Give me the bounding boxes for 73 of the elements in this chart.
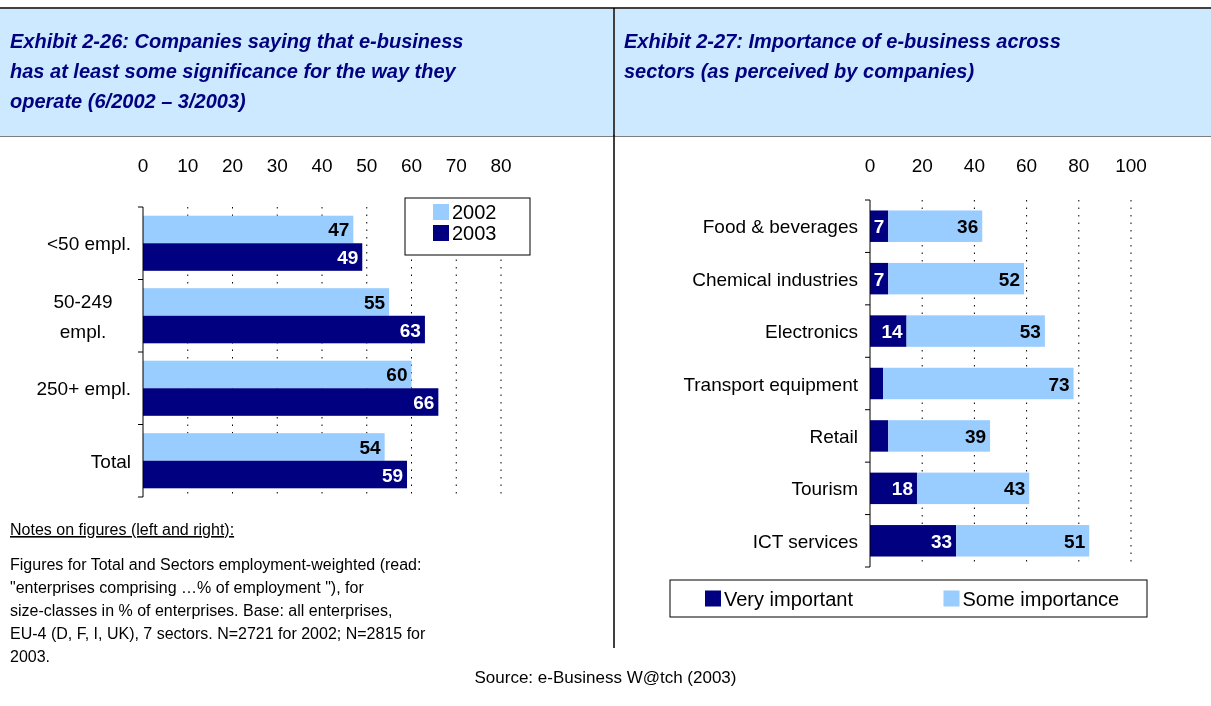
data-label: 73 xyxy=(1048,373,1070,395)
data-label: 66 xyxy=(413,392,435,414)
legend-label: 2003 xyxy=(452,222,497,244)
bar xyxy=(888,262,1024,295)
bar xyxy=(143,433,385,461)
x-tick-label: 100 xyxy=(1115,155,1147,176)
data-label: 55 xyxy=(363,291,386,313)
data-label: 33 xyxy=(930,530,953,552)
data-label: 59 xyxy=(381,464,404,486)
bar xyxy=(143,388,439,416)
x-tick-label: 20 xyxy=(911,155,933,176)
y-tick-label: ICT services xyxy=(752,530,858,552)
data-label: 7 xyxy=(873,268,885,290)
data-label: 14 xyxy=(881,321,903,343)
bar xyxy=(916,472,1030,505)
x-tick-label: 10 xyxy=(177,155,199,176)
data-label: 54 xyxy=(359,436,382,458)
legend-label: Some importance xyxy=(962,587,1120,610)
chart-title: Exhibit 2-26: Companies saying that e-business has at least some significance for the way they operate (6/2002 – 3/2003) xyxy=(10,30,464,112)
data-label: 7 xyxy=(873,216,885,238)
data-label: 47 xyxy=(328,219,350,241)
x-tick-label: 60 xyxy=(1016,155,1038,176)
x-tick-label: 30 xyxy=(266,155,288,176)
bar xyxy=(143,243,363,271)
bar xyxy=(888,420,991,452)
bar xyxy=(143,215,354,244)
bar xyxy=(888,210,983,242)
bar xyxy=(870,525,957,557)
bar xyxy=(870,420,889,452)
data-label: 53 xyxy=(1019,321,1041,343)
y-tick-label: Tourism xyxy=(791,478,858,500)
data-label: 39 xyxy=(964,425,987,447)
x-tick-label: 0 xyxy=(137,155,149,176)
data-label: 49 xyxy=(337,247,359,269)
x-tick-label: 20 xyxy=(221,155,244,176)
x-tick-label: 40 xyxy=(311,155,333,176)
y-tick-label: <50 empl. xyxy=(47,233,131,255)
bar xyxy=(956,525,1090,557)
data-label: 60 xyxy=(386,364,408,386)
x-tick-label: 60 xyxy=(400,155,423,176)
x-tick-label: 50 xyxy=(356,155,378,176)
bar xyxy=(143,315,425,344)
data-label: 52 xyxy=(998,268,1020,290)
text: Figures for Total and Sectors employment-weighted (read: "enterprises comprising …% of employment "), for size-classes in % of enterprises. Base: all enterprises, EU-4 (D, F, I, UK), 7 sectors. N=2721 for 2002; N=2815 for 2003. xyxy=(10,556,426,665)
data-label: 51 xyxy=(1064,530,1086,552)
data-label: 18 xyxy=(891,478,913,500)
data-label: 43 xyxy=(1004,478,1026,500)
x-tick-label: 0 xyxy=(864,155,876,176)
x-tick-label: 80 xyxy=(1068,155,1090,176)
y-tick-label: 250+ empl. xyxy=(36,378,131,400)
bar xyxy=(906,315,1045,347)
y-tick-label: Transport equipment xyxy=(683,373,859,395)
y-tick-label: Electronics xyxy=(765,321,858,343)
bar xyxy=(143,288,390,316)
y-tick-label: Food & beverages xyxy=(702,216,858,238)
legend-label: 2002 xyxy=(452,201,497,223)
data-label: 63 xyxy=(399,319,421,341)
bar xyxy=(883,367,1074,400)
x-tick-label: 70 xyxy=(445,155,467,176)
y-tick-label: Chemical industries xyxy=(692,268,858,290)
data-label: 36 xyxy=(957,216,979,238)
bar xyxy=(143,360,412,389)
y-tick-label: Total xyxy=(90,450,131,472)
y-tick-label: 50-249 empl. xyxy=(53,290,113,342)
bar xyxy=(870,367,884,400)
source-note: Source: e-Business W@tch (2003) xyxy=(474,668,737,687)
x-tick-label: 40 xyxy=(963,155,985,176)
y-tick-label: Retail xyxy=(809,425,858,447)
x-tick-label: 80 xyxy=(490,155,512,176)
text: Notes on figures (left and right): xyxy=(10,521,235,538)
chart-title: Exhibit 2-27: Importance of e-business across sectors (as perceived by companies) xyxy=(624,30,1061,82)
bar xyxy=(143,460,408,489)
legend-label: Very important xyxy=(724,587,854,610)
